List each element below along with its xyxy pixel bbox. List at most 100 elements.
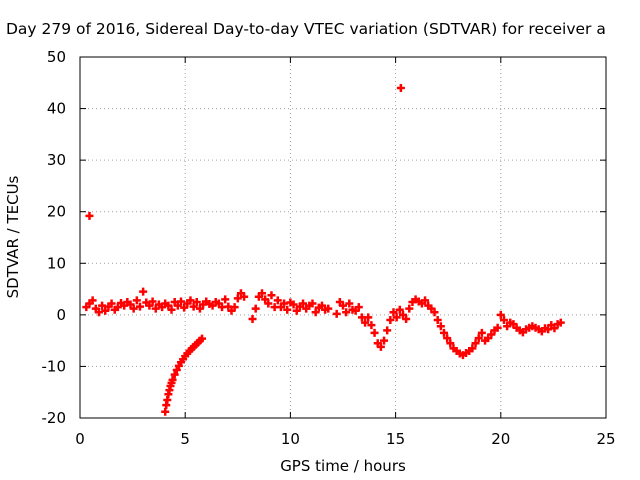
- data-point: [107, 299, 116, 308]
- data-point: [180, 303, 189, 312]
- data-point: [148, 297, 157, 306]
- data-point: [264, 299, 273, 308]
- data-point: [85, 211, 94, 220]
- data-point: [376, 342, 385, 351]
- data-point: [173, 301, 182, 310]
- data-point: [317, 301, 326, 310]
- y-tick-label: 20: [47, 203, 66, 221]
- data-point: [354, 303, 363, 312]
- data-point: [396, 83, 405, 92]
- data-point: [342, 308, 351, 317]
- data-point: [186, 296, 195, 305]
- data-point: [132, 296, 141, 305]
- data-point: [468, 344, 477, 353]
- data-point: [273, 296, 282, 305]
- data-point: [370, 328, 379, 337]
- data-point: [332, 309, 341, 318]
- data-point: [248, 314, 257, 323]
- data-point: [135, 302, 144, 311]
- data-point: [471, 339, 480, 348]
- data-point: [496, 310, 505, 319]
- data-point: [139, 287, 148, 296]
- x-tick-label: 5: [180, 430, 190, 448]
- data-point: [421, 296, 430, 305]
- y-tick-label: -20: [42, 409, 67, 427]
- data-point: [126, 300, 135, 309]
- data-point: [240, 292, 249, 301]
- data-points: [82, 83, 565, 416]
- data-point: [392, 313, 401, 322]
- data-point: [88, 296, 97, 305]
- data-point: [198, 334, 207, 343]
- y-tick-label: 30: [47, 151, 66, 169]
- data-point: [308, 299, 317, 308]
- x-tick-label: 20: [491, 430, 510, 448]
- y-tick-label: -10: [42, 357, 67, 375]
- data-point: [389, 308, 398, 317]
- data-point: [101, 306, 110, 315]
- data-point: [477, 328, 486, 337]
- data-point: [161, 407, 170, 416]
- data-point: [556, 318, 565, 327]
- data-point: [364, 313, 373, 322]
- y-axis-label: SDTVAR / TECUs: [4, 175, 22, 298]
- x-tick-label: 25: [596, 430, 615, 448]
- data-point: [487, 330, 496, 339]
- data-point: [167, 305, 176, 314]
- data-point: [145, 301, 154, 310]
- data-point: [221, 295, 230, 304]
- chart-title: Day 279 of 2016, Sidereal Day-to-day VTE…: [6, 20, 606, 38]
- data-point: [439, 328, 448, 337]
- data-point: [367, 321, 376, 330]
- data-point: [189, 302, 198, 311]
- data-point: [129, 304, 138, 313]
- data-point: [311, 308, 320, 317]
- data-point: [474, 334, 483, 343]
- data-point: [233, 294, 242, 303]
- data-point: [113, 303, 122, 312]
- data-point: [151, 304, 160, 313]
- data-point: [493, 323, 502, 332]
- data-point: [436, 322, 445, 331]
- data-point: [176, 297, 185, 306]
- data-point: [267, 291, 276, 300]
- x-tick-label: 0: [75, 430, 85, 448]
- data-point: [433, 316, 442, 325]
- data-point: [339, 301, 347, 310]
- data-point: [361, 318, 370, 327]
- data-point: [230, 303, 239, 312]
- data-point: [94, 308, 103, 317]
- data-point: [192, 297, 201, 306]
- data-point: [170, 370, 179, 379]
- y-tick-label: 0: [56, 306, 66, 324]
- x-tick-label: 10: [281, 430, 300, 448]
- data-point: [164, 301, 173, 310]
- axis-ticks: 0 5 10 15 20 25 -20 -10 0 10 20 30 40 50: [42, 48, 616, 448]
- data-point: [499, 316, 508, 325]
- x-axis-label: GPS time / hours: [280, 457, 406, 475]
- data-point: [324, 304, 333, 313]
- data-point: [257, 289, 266, 298]
- data-point: [430, 308, 439, 317]
- data-point: [550, 324, 559, 333]
- data-point: [402, 314, 411, 323]
- y-tick-label: 10: [47, 254, 66, 272]
- data-point: [380, 336, 389, 345]
- data-point: [345, 299, 354, 308]
- data-point: [172, 366, 181, 375]
- data-point: [446, 339, 455, 348]
- data-point: [289, 300, 298, 309]
- data-point: [395, 305, 404, 314]
- y-tick-label: 50: [47, 48, 66, 66]
- data-point: [386, 316, 395, 325]
- plot-frame: [79, 56, 607, 419]
- data-point: [443, 334, 452, 343]
- data-point: [299, 299, 308, 308]
- data-point: [405, 304, 414, 313]
- data-point: [168, 375, 177, 384]
- x-tick-label: 15: [386, 430, 405, 448]
- data-point: [195, 304, 204, 313]
- data-point: [292, 306, 301, 315]
